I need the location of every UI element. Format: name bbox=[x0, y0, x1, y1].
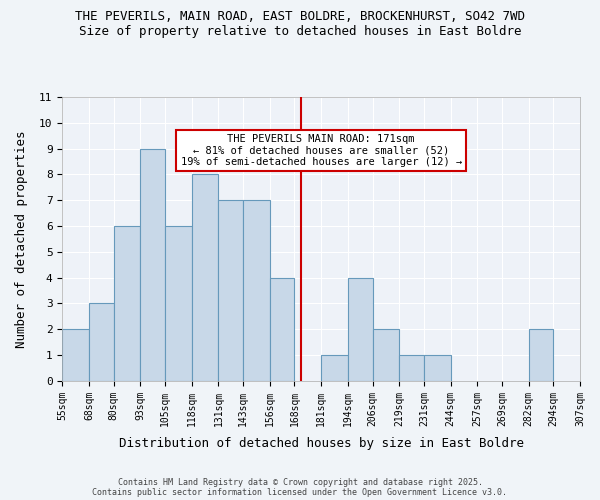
X-axis label: Distribution of detached houses by size in East Boldre: Distribution of detached houses by size … bbox=[119, 437, 524, 450]
Bar bbox=[270, 278, 295, 381]
Bar bbox=[424, 355, 451, 381]
Bar bbox=[140, 148, 165, 381]
Bar bbox=[373, 330, 399, 381]
Bar bbox=[192, 174, 218, 381]
Text: THE PEVERILS MAIN ROAD: 171sqm
← 81% of detached houses are smaller (52)
19% of : THE PEVERILS MAIN ROAD: 171sqm ← 81% of … bbox=[181, 134, 462, 167]
Bar bbox=[89, 304, 113, 381]
Bar bbox=[218, 200, 243, 381]
Bar bbox=[529, 330, 553, 381]
Bar bbox=[243, 200, 270, 381]
Bar bbox=[348, 278, 373, 381]
Bar bbox=[165, 226, 192, 381]
Y-axis label: Number of detached properties: Number of detached properties bbox=[15, 130, 28, 348]
Bar bbox=[399, 355, 424, 381]
Text: THE PEVERILS, MAIN ROAD, EAST BOLDRE, BROCKENHURST, SO42 7WD
Size of property re: THE PEVERILS, MAIN ROAD, EAST BOLDRE, BR… bbox=[75, 10, 525, 38]
Text: Contains HM Land Registry data © Crown copyright and database right 2025.
Contai: Contains HM Land Registry data © Crown c… bbox=[92, 478, 508, 497]
Bar bbox=[62, 330, 89, 381]
Bar bbox=[321, 355, 348, 381]
Bar bbox=[113, 226, 140, 381]
